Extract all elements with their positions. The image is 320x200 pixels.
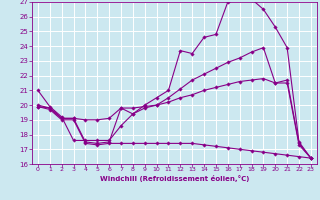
- X-axis label: Windchill (Refroidissement éolien,°C): Windchill (Refroidissement éolien,°C): [100, 175, 249, 182]
